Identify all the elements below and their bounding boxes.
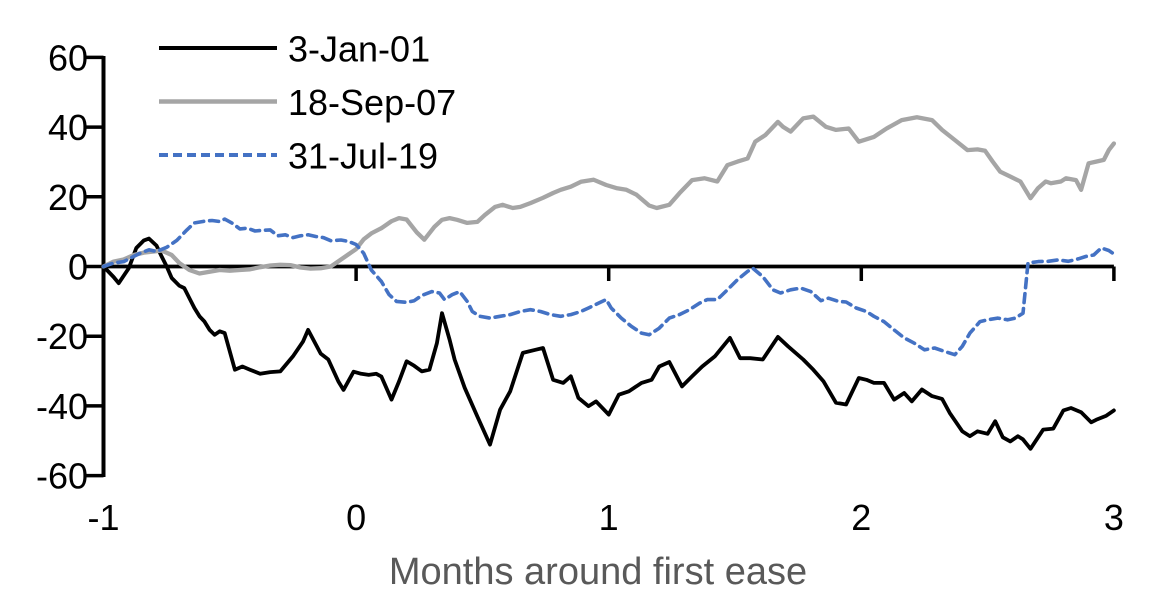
legend-label: 3-Jan-01 (288, 29, 430, 70)
y-tick-label: 40 (48, 107, 88, 148)
series-line-18-sep-07 (101, 114, 1117, 276)
x-tick-label: 2 (851, 497, 871, 538)
legend-label: 18-Sep-07 (288, 82, 456, 123)
x-tick-label: 1 (599, 497, 619, 538)
x-tick-label: 0 (346, 497, 366, 538)
y-tick-label: 20 (48, 177, 88, 218)
y-tick-label: -60 (36, 456, 88, 497)
series-line-3-jan-01 (101, 236, 1116, 451)
series-line-31-jul-19 (101, 217, 1116, 357)
legend: 3-Jan-01 18-Sep-07 31-Jul-19 (159, 29, 456, 177)
x-axis-title: Months around first ease (389, 551, 807, 593)
legend-label: 31-Jul-19 (288, 136, 438, 177)
x-axis-labels: -1 0 1 2 3 (87, 497, 1123, 538)
y-tick-label: 0 (68, 247, 88, 288)
x-tick-label: 3 (1104, 497, 1124, 538)
x-tick-label: -1 (87, 497, 119, 538)
y-tick-label: 60 (48, 38, 88, 79)
y-tick-label: -20 (36, 316, 88, 357)
plot-layer (86, 55, 1117, 478)
y-tick-label: -40 (36, 386, 88, 427)
y-axis-labels: 60 40 20 0 -20 -40 -60 (36, 38, 88, 497)
